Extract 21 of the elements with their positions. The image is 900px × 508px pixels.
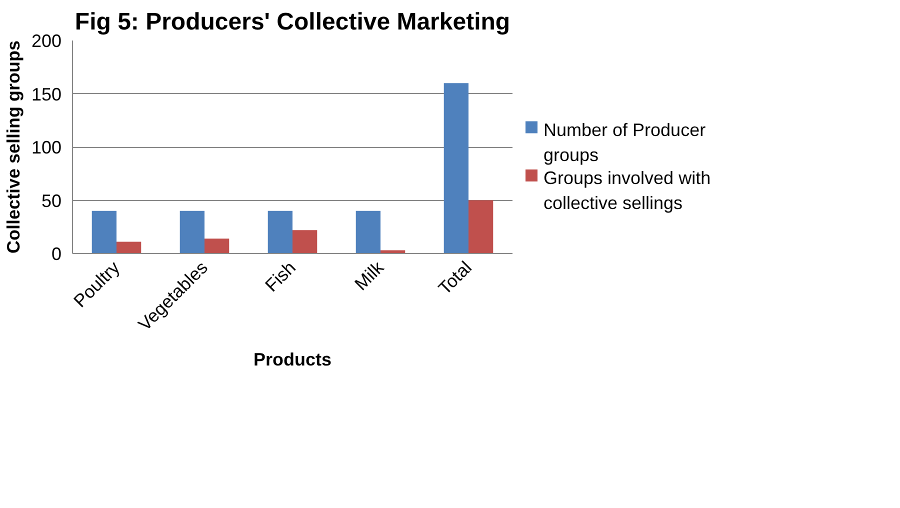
y-tick-label: 50 (41, 190, 62, 211)
bar (268, 210, 292, 254)
legend-label: Groups involved with collective sellings (544, 168, 711, 214)
y-tick-label: 0 (51, 244, 62, 264)
y-tick-label: 150 (31, 84, 62, 104)
y-tick-label: 100 (31, 138, 62, 158)
bar (92, 210, 116, 254)
bar (356, 210, 380, 254)
x-tick-label: Fish (261, 257, 300, 296)
bar (468, 200, 494, 254)
x-tick-label: Milk (350, 256, 388, 294)
bar (444, 83, 468, 254)
y-tick-label: 200 (31, 31, 62, 51)
legend-label: Number of Producer groups (544, 120, 706, 166)
bar (116, 242, 142, 254)
bar (292, 230, 318, 254)
chart-title: Fig 5: Producers' Collective Marketing (74, 8, 510, 36)
x-axis-title: Products (253, 350, 332, 370)
bar (180, 210, 204, 254)
bar (204, 238, 230, 254)
y-axis-title: Collective selling groups (3, 40, 24, 254)
